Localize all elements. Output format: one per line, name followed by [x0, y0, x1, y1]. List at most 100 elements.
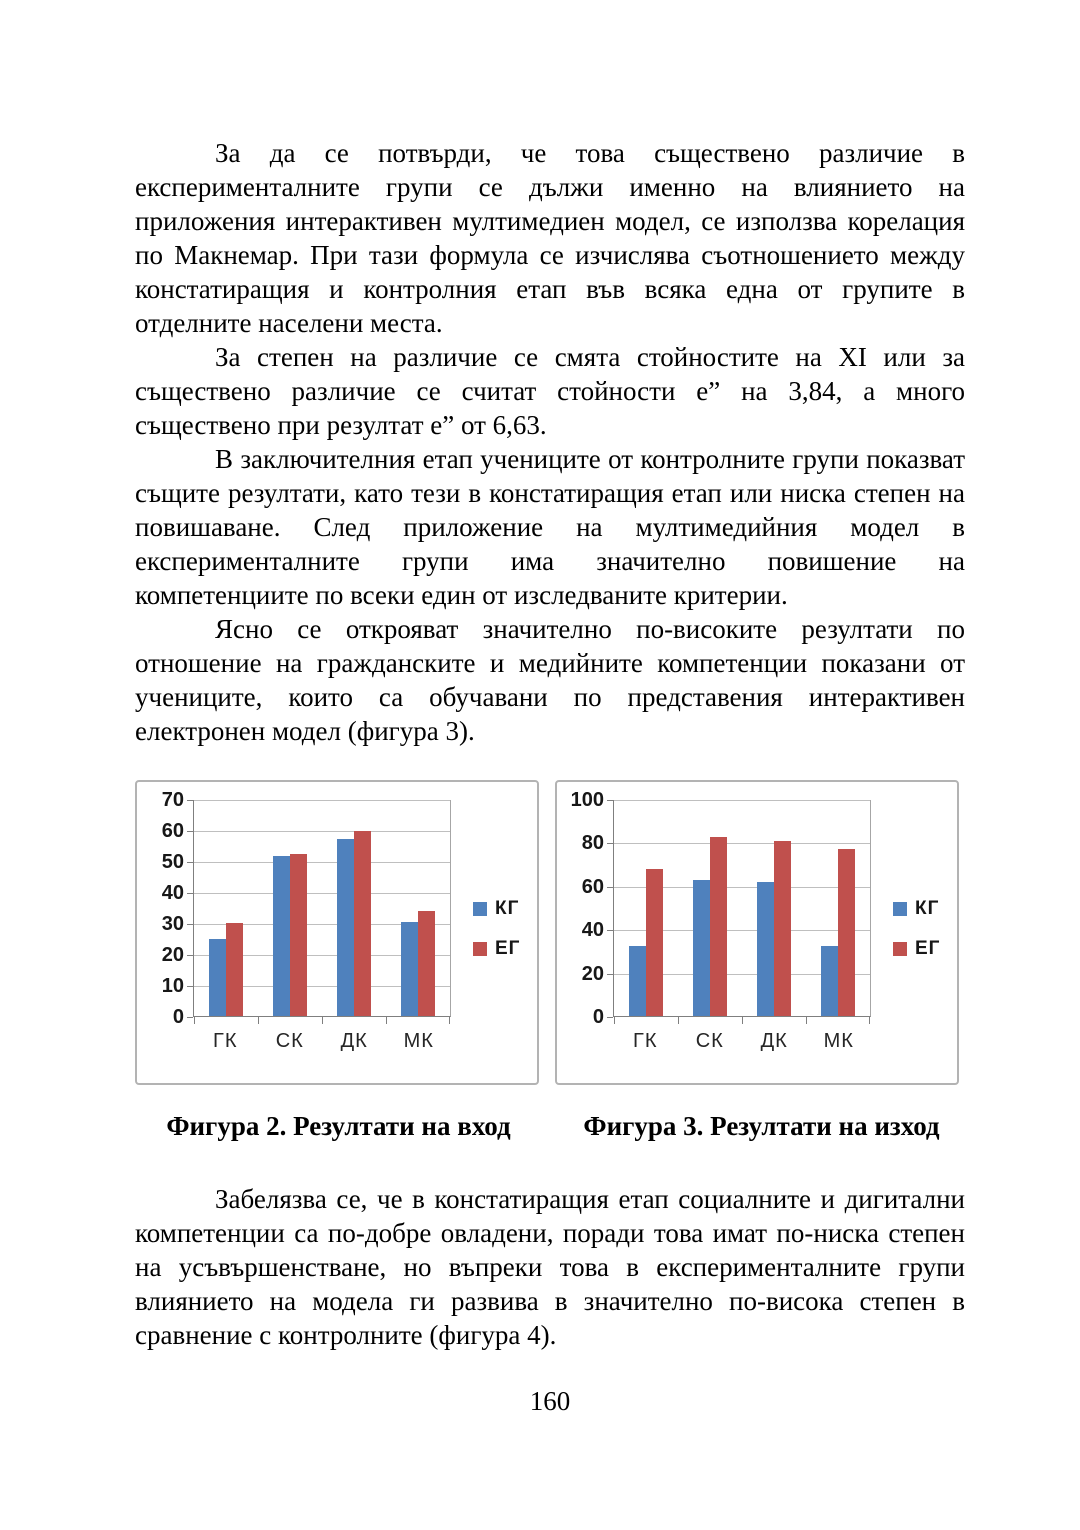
- y-axis-tick-label: 20: [161, 944, 184, 966]
- y-axis-tick: [607, 843, 613, 845]
- y-axis-tick: [187, 800, 193, 801]
- bar: [418, 911, 435, 1016]
- gridline: [614, 800, 870, 801]
- y-axis-tick-label: 30: [161, 913, 184, 935]
- legend: КГ ЕГ: [473, 898, 520, 960]
- gridline: [614, 930, 870, 932]
- legend-label: КГ: [915, 898, 940, 919]
- y-axis-tick-label: 70: [161, 789, 184, 811]
- bar: [757, 882, 774, 1016]
- legend-item: ЕГ: [893, 938, 940, 960]
- body-paragraph: В заключителния етап учениците от контро…: [135, 444, 965, 610]
- gridline: [194, 924, 450, 925]
- y-axis-tick: [187, 831, 193, 832]
- y-axis-tick: [607, 930, 613, 932]
- x-axis-tick: [449, 1017, 450, 1024]
- category-bar-group: [806, 800, 870, 1016]
- y-axis-tick: [187, 955, 193, 956]
- y-axis: 0 20 40 60 80 100: [569, 789, 613, 1028]
- figure-2-caption: Фигура 2. Резултати на вход: [166, 1111, 511, 1141]
- body-paragraph: За степен на различие се смята стойности…: [135, 342, 965, 440]
- charts-row: 0 10 20 30 40 50 60 70 ГК СК ДК МК КГ ЕГ 0 20 40 60 80 100…: [135, 780, 965, 1085]
- gridline: [614, 843, 870, 845]
- gridline: [194, 986, 450, 987]
- captions-row: Фигура 2. Резултати на вход Фигура 3. Ре…: [135, 1111, 965, 1142]
- category-label: МК: [403, 1030, 434, 1052]
- bar: [629, 945, 646, 1016]
- body-paragraph: За да се потвърди, че това съществено ра…: [135, 138, 965, 338]
- y-axis-tick-label: 60: [161, 820, 184, 842]
- legend-swatch: [893, 902, 907, 916]
- category-axis: ГК СК ДК МК: [613, 1017, 871, 1053]
- x-axis-tick: [742, 1017, 743, 1024]
- page-content: За да се потвърди, че това съществено ра…: [135, 136, 965, 1417]
- category-label: ДК: [760, 1030, 788, 1052]
- category-label: ДК: [340, 1030, 368, 1052]
- figure-2-bar-chart: 0 10 20 30 40 50 60 70 ГК СК ДК МК КГ ЕГ: [135, 780, 539, 1085]
- y-axis-tick-label: 20: [581, 962, 604, 985]
- bar: [821, 945, 838, 1016]
- x-axis-tick: [869, 1017, 870, 1024]
- category-bar-group: [258, 800, 322, 1016]
- y-axis-tick-label: 40: [581, 919, 604, 942]
- page-number: 160: [529, 1386, 571, 1416]
- x-axis-tick: [194, 1017, 195, 1024]
- bar: [401, 921, 418, 1016]
- category-axis: ГК СК ДК МК: [193, 1017, 451, 1053]
- y-axis-tick-label: 0: [592, 1006, 604, 1028]
- bar: [337, 838, 354, 1016]
- gridline: [194, 862, 450, 863]
- category-bar-group: [194, 800, 258, 1016]
- y-axis-tick: [607, 1017, 613, 1018]
- body-paragraph: Ясно се открояват значително по-високите…: [135, 614, 965, 746]
- category-label: ГК: [633, 1030, 658, 1052]
- chart-area: 0 20 40 60 80 100 ГК СК ДК МК КГ ЕГ: [569, 789, 953, 1053]
- bar: [838, 848, 855, 1016]
- x-axis-tick: [258, 1017, 259, 1024]
- gridline: [194, 800, 450, 801]
- legend-item: КГ: [473, 898, 520, 920]
- category-bar-group: [386, 800, 450, 1016]
- gridline: [194, 831, 450, 832]
- legend: КГ ЕГ: [893, 898, 940, 960]
- body-paragraph: Забелязва се, че в констатиращия етап со…: [135, 1184, 965, 1350]
- category-bar-group: [678, 800, 742, 1016]
- bar: [710, 836, 727, 1016]
- y-axis-tick-label: 80: [581, 832, 604, 855]
- plot-wrap: ГК СК ДК МК: [187, 800, 451, 1053]
- legend-swatch: [473, 902, 487, 916]
- y-axis-tick-label: 0: [172, 1006, 184, 1028]
- bar: [693, 879, 710, 1016]
- y-axis-tick: [607, 886, 613, 888]
- bar: [209, 938, 226, 1016]
- legend-swatch: [473, 942, 487, 956]
- y-axis: 0 10 20 30 40 50 60 70: [149, 789, 193, 1028]
- category-label: СК: [275, 1030, 304, 1052]
- bar: [646, 869, 663, 1016]
- legend-label: КГ: [495, 898, 520, 919]
- x-axis-tick: [386, 1017, 387, 1024]
- y-axis-tick: [607, 973, 613, 975]
- category-bar-group: [614, 800, 678, 1016]
- y-axis-tick-label: 100: [570, 789, 604, 811]
- category-label: СК: [695, 1030, 724, 1052]
- legend-label: ЕГ: [495, 938, 521, 959]
- bar: [774, 841, 791, 1016]
- bar: [354, 830, 371, 1016]
- category-bar-group: [322, 800, 386, 1016]
- plot-wrap: ГК СК ДК МК: [607, 800, 871, 1053]
- bars-layer: [194, 800, 450, 1016]
- x-axis-tick: [806, 1017, 807, 1024]
- x-axis-tick: [678, 1017, 679, 1024]
- x-axis-tick: [322, 1017, 323, 1024]
- bar: [273, 855, 290, 1016]
- plot-area: [187, 800, 451, 1024]
- x-axis-tick: [614, 1017, 615, 1024]
- y-axis-tick: [607, 800, 613, 801]
- legend-item: КГ: [893, 898, 940, 920]
- y-axis-tick-label: 10: [161, 975, 184, 997]
- plot-area: [607, 800, 871, 1024]
- legend-label: ЕГ: [915, 938, 941, 959]
- y-axis-tick-label: 40: [161, 882, 184, 904]
- legend-item: ЕГ: [473, 938, 520, 960]
